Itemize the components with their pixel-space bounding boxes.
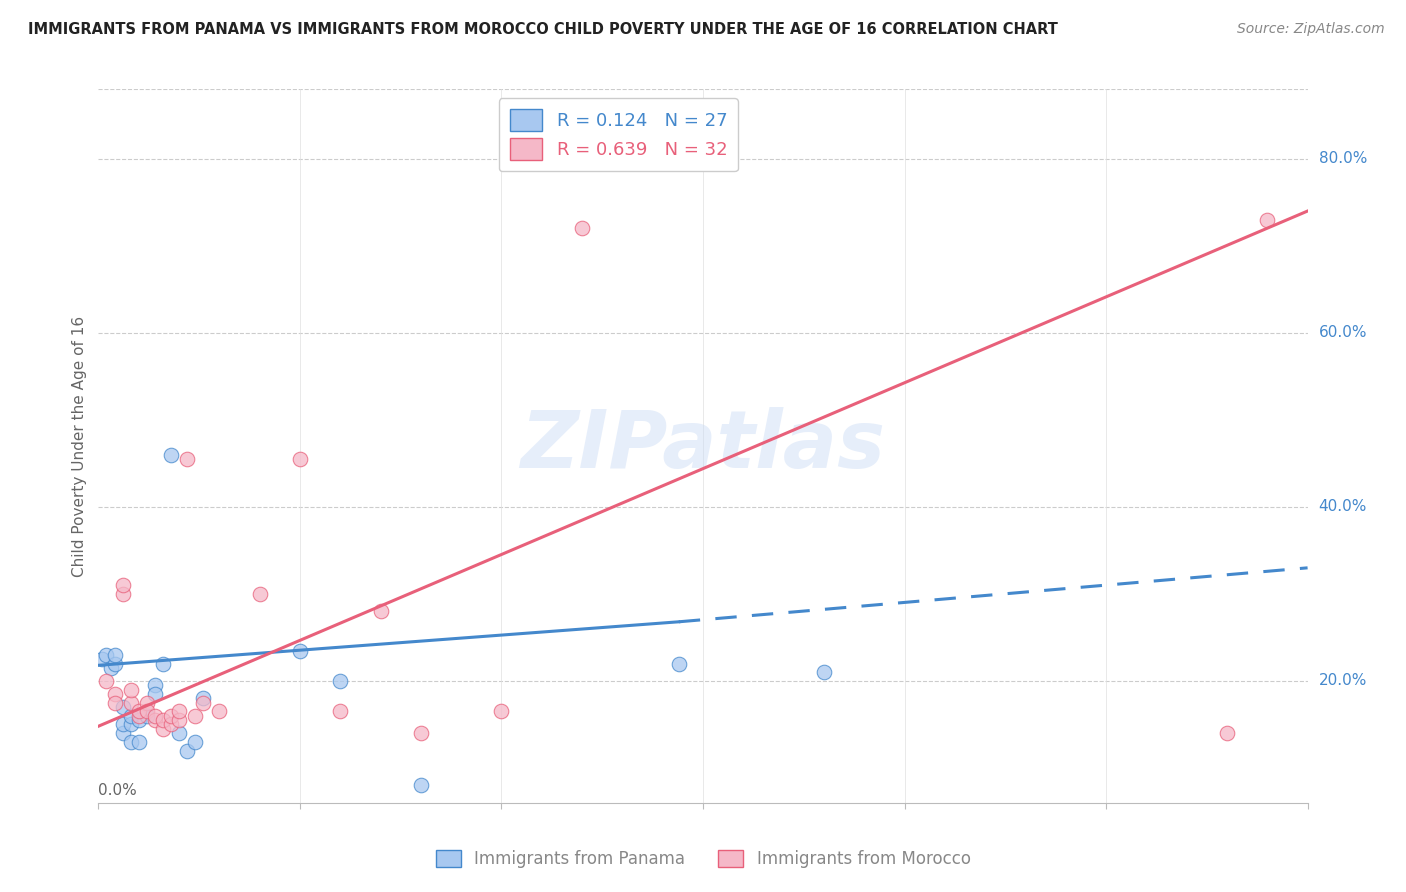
Point — [668, 657, 690, 671]
Text: 20.0%: 20.0% — [1319, 673, 1367, 689]
Point — [135, 708, 157, 723]
Point — [128, 708, 150, 723]
Point — [193, 696, 215, 710]
Point — [128, 713, 150, 727]
Text: ZIPatlas: ZIPatlas — [520, 407, 886, 485]
Point — [103, 696, 125, 710]
Text: 40.0%: 40.0% — [1319, 500, 1367, 515]
Point — [329, 673, 352, 688]
Point — [208, 705, 231, 719]
Text: 80.0%: 80.0% — [1319, 152, 1367, 166]
Point — [370, 604, 392, 618]
Point — [152, 657, 174, 671]
Point — [96, 648, 118, 662]
Point — [120, 735, 142, 749]
Point — [571, 221, 593, 235]
Point — [103, 657, 125, 671]
Point — [160, 717, 183, 731]
Point — [120, 696, 142, 710]
Point — [135, 705, 157, 719]
Point — [288, 452, 311, 467]
Point — [111, 717, 134, 731]
Point — [167, 713, 190, 727]
Point — [143, 678, 166, 692]
Point — [409, 778, 432, 792]
Point — [120, 682, 142, 697]
Legend: Immigrants from Panama, Immigrants from Morocco: Immigrants from Panama, Immigrants from … — [429, 843, 977, 875]
Point — [160, 708, 183, 723]
Point — [160, 448, 183, 462]
Point — [176, 452, 198, 467]
Point — [152, 713, 174, 727]
Point — [111, 700, 134, 714]
Point — [111, 578, 134, 592]
Point — [120, 708, 142, 723]
Point — [143, 687, 166, 701]
Point — [813, 665, 835, 680]
Point — [96, 673, 118, 688]
Point — [176, 743, 198, 757]
Point — [103, 687, 125, 701]
Point — [167, 705, 190, 719]
Y-axis label: Child Poverty Under the Age of 16: Child Poverty Under the Age of 16 — [72, 316, 87, 576]
Point — [128, 735, 150, 749]
Point — [249, 587, 271, 601]
Point — [1256, 212, 1278, 227]
Point — [1216, 726, 1239, 740]
Point — [103, 648, 125, 662]
Point — [128, 705, 150, 719]
Point — [135, 696, 157, 710]
Point — [143, 708, 166, 723]
Point — [329, 705, 352, 719]
Point — [288, 643, 311, 657]
Text: 0.0%: 0.0% — [98, 783, 138, 798]
Point — [167, 726, 190, 740]
Point — [152, 722, 174, 736]
Text: Source: ZipAtlas.com: Source: ZipAtlas.com — [1237, 22, 1385, 37]
Point — [143, 713, 166, 727]
Point — [491, 705, 513, 719]
Point — [111, 726, 134, 740]
Point — [120, 717, 142, 731]
Legend: R = 0.124   N = 27, R = 0.639   N = 32: R = 0.124 N = 27, R = 0.639 N = 32 — [499, 98, 738, 171]
Point — [111, 587, 134, 601]
Point — [184, 735, 207, 749]
Text: 60.0%: 60.0% — [1319, 326, 1367, 341]
Point — [409, 726, 432, 740]
Point — [91, 652, 114, 666]
Point — [184, 708, 207, 723]
Point — [100, 661, 122, 675]
Text: IMMIGRANTS FROM PANAMA VS IMMIGRANTS FROM MOROCCO CHILD POVERTY UNDER THE AGE OF: IMMIGRANTS FROM PANAMA VS IMMIGRANTS FRO… — [28, 22, 1057, 37]
Point — [193, 691, 215, 706]
